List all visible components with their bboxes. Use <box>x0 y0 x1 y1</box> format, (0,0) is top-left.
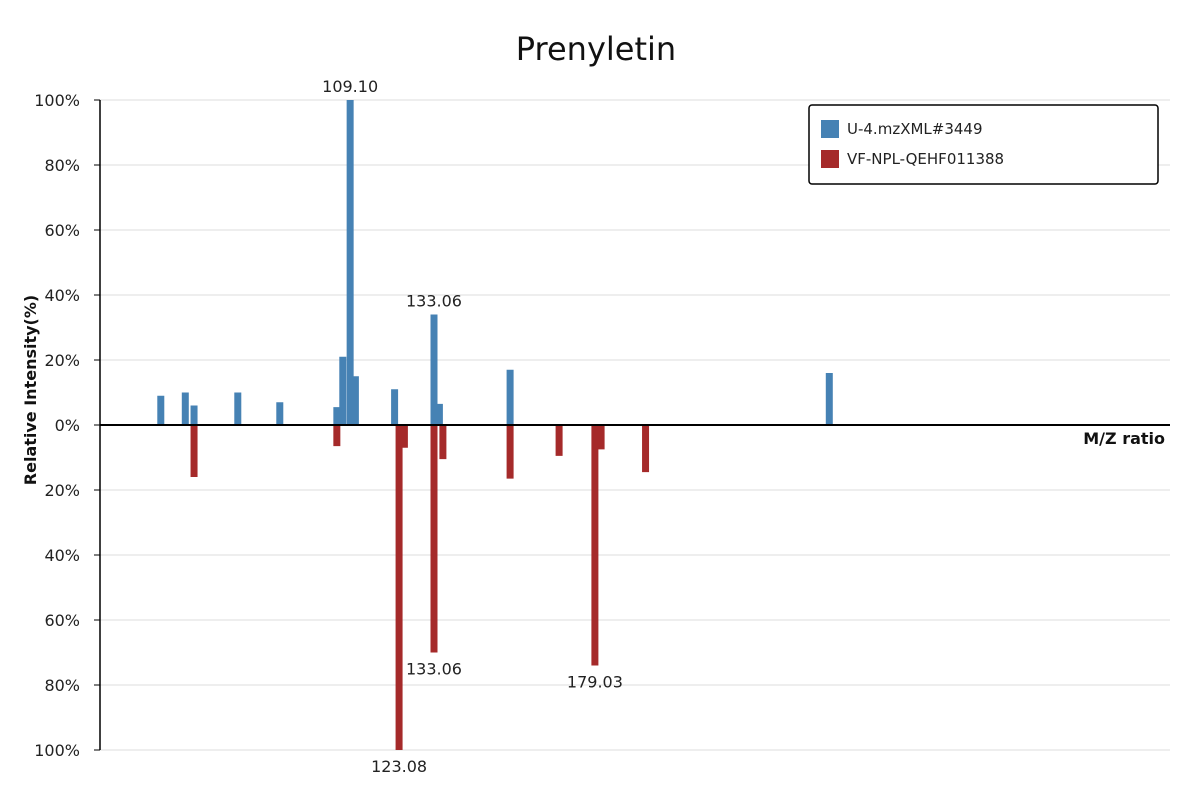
peak-labels: 109.10 133.06 123.08 133.06 179.03 <box>322 77 623 776</box>
reference-peak-bar <box>333 425 341 447</box>
y-tick-label: 0% <box>55 416 80 435</box>
reference-peak-bar <box>555 425 563 456</box>
sample-peak-label: 133.06 <box>406 292 462 311</box>
legend-box <box>808 104 1159 185</box>
sample-peak-bar <box>506 369 514 425</box>
y-tick-label: 20% <box>44 481 80 500</box>
sample-peak-bar <box>391 389 399 425</box>
sample-peak-bar <box>190 405 198 425</box>
reference-peak-bar <box>190 425 198 477</box>
y-tick-label: 80% <box>44 676 80 695</box>
sample-peak-bar <box>181 392 189 425</box>
peak-bars <box>157 100 833 750</box>
y-axis-ticks: 100% 80% 60% 40% 20% 0% 20% 40% 60% 80% 100% <box>34 91 100 760</box>
sample-peak-bar <box>234 392 242 425</box>
sample-peak-bar <box>339 356 347 425</box>
sample-peak-bar <box>825 373 833 425</box>
legend-swatch-reference <box>821 150 839 168</box>
y-tick-label: 100% <box>34 741 80 760</box>
y-tick-label: 40% <box>44 546 80 565</box>
reference-peak-label: 133.06 <box>406 660 462 679</box>
legend-label-reference: VF-NPL-QEHF011388 <box>847 150 1004 168</box>
y-tick-label: 60% <box>44 221 80 240</box>
sample-peak-bar <box>157 395 165 425</box>
legend-swatch-sample <box>821 120 839 138</box>
sample-peak-bar <box>333 407 341 425</box>
y-tick-label: 80% <box>44 156 80 175</box>
y-tick-label: 40% <box>44 286 80 305</box>
sample-peak-bar <box>435 403 443 425</box>
x-axis-title: M/Z ratio <box>1083 429 1165 448</box>
sample-peak-bar <box>346 100 354 425</box>
sample-peak-bar <box>351 376 359 425</box>
legend: U-4.mzXML#3449 VF-NPL-QEHF011388 <box>808 104 1159 185</box>
y-tick-label: 20% <box>44 351 80 370</box>
sample-peak-bar <box>430 314 438 425</box>
reference-peak-bar <box>430 425 438 653</box>
reference-peak-label: 123.08 <box>371 757 427 776</box>
y-tick-label: 60% <box>44 611 80 630</box>
reference-peak-bar <box>506 425 514 479</box>
grid-lines <box>100 99 1170 751</box>
sample-peak-label: 109.10 <box>322 77 378 96</box>
reference-peak-bar <box>597 425 605 450</box>
reference-peak-bar <box>395 425 403 750</box>
reference-peak-label: 179.03 <box>567 673 623 692</box>
chart-title: Prenyletin <box>516 30 676 68</box>
reference-peak-bar <box>439 425 447 460</box>
sample-peak-bar <box>276 402 284 425</box>
reference-peak-bar <box>642 425 650 473</box>
reference-peak-bar <box>400 425 408 448</box>
y-axis-title: Relative Intensity(%) <box>21 295 40 485</box>
reference-peak-bar <box>591 425 599 666</box>
y-tick-label: 100% <box>34 91 80 110</box>
legend-label-sample: U-4.mzXML#3449 <box>847 120 983 138</box>
